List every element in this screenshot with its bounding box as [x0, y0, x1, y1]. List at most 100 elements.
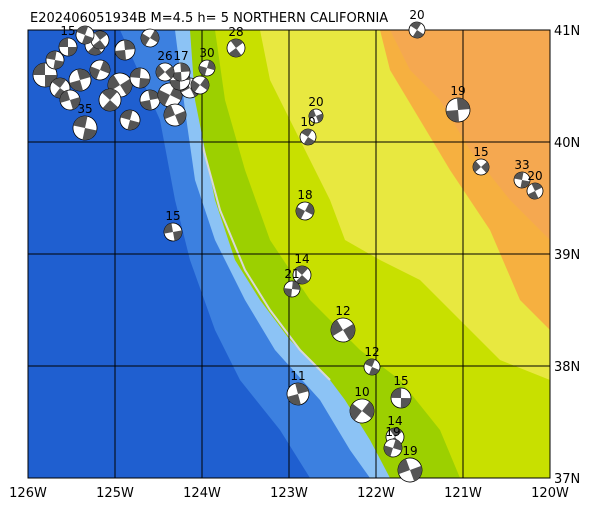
ball-quadrant: [101, 89, 119, 111]
beachball: [119, 109, 141, 131]
depth-label: 28: [228, 25, 243, 39]
beachball: [90, 30, 110, 50]
ball-quadrant: [140, 90, 160, 110]
depth-label: 10: [354, 385, 369, 399]
ball-quadrant: [69, 69, 91, 91]
depth-label: 19: [450, 84, 465, 98]
beachball: [397, 457, 423, 483]
lon-label: 126W: [9, 486, 47, 501]
ball-quadrant: [473, 161, 489, 173]
ball-quadrant: [398, 458, 422, 482]
beachball: [308, 108, 324, 124]
depth-label: 11: [290, 369, 305, 383]
ball-quadrant: [527, 183, 543, 199]
beachball: [383, 438, 403, 458]
beachball: [98, 88, 122, 112]
ball-quadrant: [391, 388, 411, 408]
ball-quadrant: [410, 22, 424, 38]
beachball: [349, 398, 375, 424]
beachball: [330, 317, 356, 343]
lat-label: 41N: [554, 24, 580, 39]
beachball: [283, 280, 301, 298]
ball-quadrant: [446, 98, 470, 122]
ball-quadrant: [156, 65, 174, 79]
lon-label: 123W: [270, 486, 308, 501]
lon-label: 122W: [357, 486, 395, 501]
ball-quadrant: [364, 359, 380, 375]
beachball: [198, 59, 216, 77]
ball-quadrant: [130, 68, 150, 88]
ball-quadrant: [172, 63, 190, 81]
depth-label: 20: [527, 169, 542, 183]
lon-label: 125W: [96, 486, 134, 501]
ball-quadrant: [141, 30, 159, 46]
beachball: [226, 38, 246, 58]
beachball: [163, 222, 183, 242]
lat-label: 39N: [554, 248, 580, 263]
focal-mechanisms: [32, 21, 544, 483]
map-frame: [27, 29, 551, 479]
lon-label: 124W: [183, 486, 221, 501]
beachball: [286, 382, 310, 406]
depth-label: 26: [157, 49, 172, 63]
depth-label: 10: [300, 115, 315, 129]
depth-label: 12: [335, 304, 350, 318]
ball-quadrant: [284, 281, 300, 297]
beachball: [295, 201, 315, 221]
ball-quadrant: [287, 383, 309, 405]
depth-label: 17: [173, 49, 188, 63]
ball-quadrant: [46, 51, 64, 69]
depth-label: 18: [297, 188, 312, 202]
ball-quadrant: [90, 60, 110, 80]
ball-quadrant: [514, 172, 530, 188]
ball-quadrant: [158, 84, 182, 106]
depth-label: 20: [308, 95, 323, 109]
beachball: [526, 182, 544, 200]
beachball: [190, 75, 210, 95]
lon-label: 121W: [444, 486, 482, 501]
beachball: [139, 89, 161, 111]
depth-label: 14: [294, 252, 309, 266]
depth-label: 21: [284, 267, 299, 281]
beachball: [114, 39, 136, 61]
depth-label: 15: [393, 374, 408, 388]
lat-label: 37N: [554, 472, 580, 487]
beachball: [129, 67, 151, 89]
depth-label: 33: [514, 158, 529, 172]
ball-quadrant: [384, 439, 402, 457]
beachball: [390, 387, 412, 409]
depth-label: 12: [364, 345, 379, 359]
lat-label: 38N: [554, 360, 580, 375]
lat-label: 40N: [554, 136, 580, 151]
beachball: [299, 128, 317, 146]
beachball: [45, 50, 65, 70]
beachball: [472, 158, 490, 176]
ball-quadrant: [164, 104, 186, 126]
title: E202406051934B M=4.5 h= 5 NORTHERN CALIF…: [30, 11, 388, 26]
depth-label: 20: [409, 8, 424, 22]
beachball: [72, 115, 98, 141]
depth-label: 30: [199, 46, 214, 60]
ball-quadrant: [295, 266, 309, 284]
beachball: [140, 28, 160, 48]
ball-quadrant: [199, 60, 215, 76]
ball-quadrant: [350, 401, 374, 421]
ball-quadrant: [309, 109, 323, 123]
ball-quadrant: [164, 223, 182, 241]
ball-quadrant: [73, 116, 97, 140]
beachball: [292, 265, 312, 285]
beachball: [513, 171, 531, 189]
beachball: [445, 97, 471, 123]
beachball: [163, 103, 187, 127]
ball-quadrant: [60, 90, 80, 110]
beachball: [155, 62, 175, 82]
depth-label: 19: [402, 444, 417, 458]
ball-quadrant: [115, 40, 135, 60]
ball-quadrant: [33, 63, 57, 87]
beachball: [75, 25, 95, 45]
ball-quadrant: [301, 129, 315, 145]
beachball: [32, 62, 58, 88]
ball-quadrant: [120, 110, 140, 130]
ball-quadrant: [296, 202, 314, 220]
